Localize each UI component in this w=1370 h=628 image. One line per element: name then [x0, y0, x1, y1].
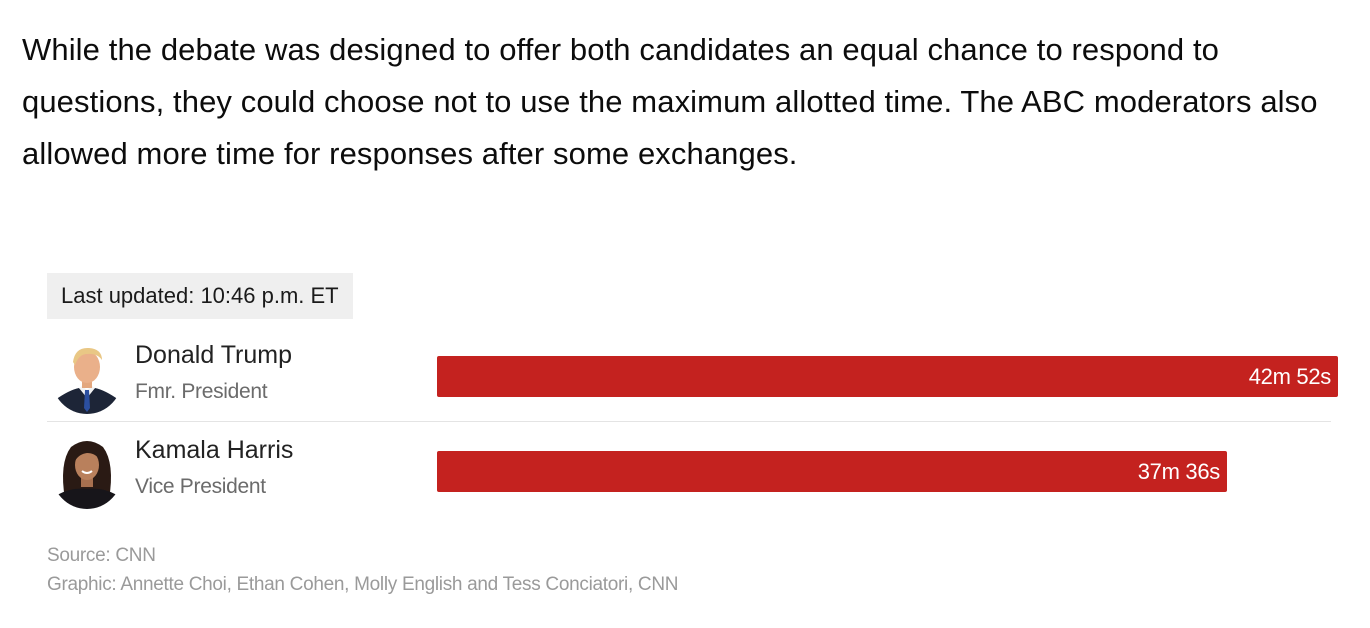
candidate-row-harris: Kamala Harris Vice President 37m 36s — [47, 426, 1338, 518]
bar-value-label: 37m 36s — [1137, 459, 1221, 484]
trump-portrait-icon — [51, 338, 123, 414]
candidate-role: Fmr. President — [135, 380, 268, 403]
bar-donald-trump: 42m 52s — [437, 356, 1338, 397]
candidate-role: Vice President — [135, 475, 266, 498]
row-divider — [47, 421, 1331, 422]
candidate-row-trump: Donald Trump Fmr. President 42m 52s — [47, 331, 1338, 423]
bar-kamala-harris: 37m 36s — [437, 451, 1227, 492]
candidate-name: Kamala Harris — [135, 436, 294, 464]
intro-paragraph: While the debate was designed to offer b… — [22, 32, 1318, 171]
graphic-credit: Graphic: Annette Choi, Ethan Cohen, Moll… — [47, 574, 679, 595]
last-updated-badge: Last updated: 10:46 p.m. ET — [47, 273, 353, 319]
bar-value-label: 42m 52s — [1248, 364, 1332, 389]
harris-portrait-icon — [51, 433, 123, 509]
source-note: Source: CNN — [47, 545, 156, 566]
candidate-name: Donald Trump — [135, 341, 293, 369]
